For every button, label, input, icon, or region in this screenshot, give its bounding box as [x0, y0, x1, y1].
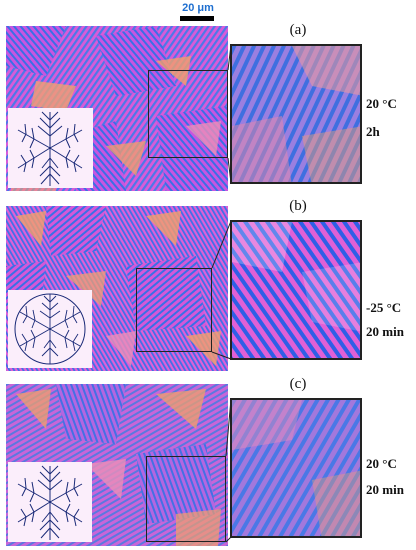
- dendrite-sketch-icon: [14, 293, 86, 365]
- dendrite-inset-b: [8, 290, 92, 368]
- panel-label-a: (a): [289, 22, 307, 38]
- dendrite-sketch-icon: [17, 111, 83, 186]
- temperature-c: 20 °C: [366, 456, 397, 471]
- zoom-texture: [232, 222, 360, 358]
- scale-bar-label: 20 μm: [182, 2, 214, 14]
- zoom-image-b: [230, 220, 362, 360]
- zoom-region-box-a: [148, 70, 228, 158]
- micrograph-texture: [6, 206, 228, 371]
- panel-label-c: (c): [289, 376, 307, 392]
- dendrite-inset-a: [8, 108, 93, 188]
- duration-a: 2h: [366, 124, 380, 139]
- micrograph-a: [6, 26, 228, 191]
- micrograph-texture: [6, 26, 228, 191]
- zoom-region-box-c: [146, 456, 226, 542]
- zoom-image-c: [230, 398, 362, 538]
- temperature-b: -25 °C: [366, 300, 402, 315]
- temperature-a: 20 °C: [366, 96, 397, 111]
- dendrite-sketch-icon: [17, 465, 83, 540]
- zoom-region-box-b: [136, 268, 212, 352]
- duration-c: 20 min: [366, 482, 404, 497]
- duration-b: 20 min: [366, 324, 404, 339]
- panel-label-b: (b): [289, 198, 307, 214]
- zoom-image-a: [230, 44, 362, 184]
- zoom-texture: [232, 400, 360, 536]
- dendrite-inset-c: [8, 462, 92, 542]
- micrograph-b: [6, 206, 228, 371]
- scale-bar: [180, 16, 214, 21]
- zoom-texture: [232, 46, 360, 182]
